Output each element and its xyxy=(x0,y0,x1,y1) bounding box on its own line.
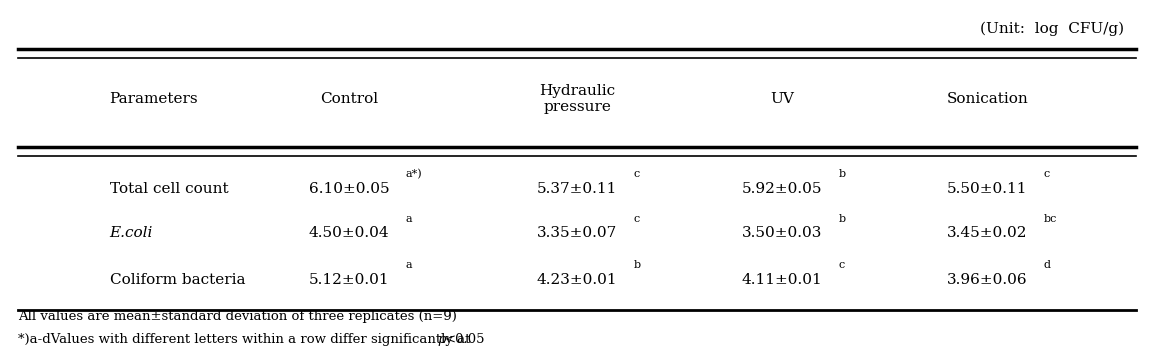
Text: 3.96±0.06: 3.96±0.06 xyxy=(947,273,1028,287)
Text: c: c xyxy=(1044,169,1050,179)
Text: Sonication: Sonication xyxy=(946,92,1028,106)
Text: 5.50±0.11: 5.50±0.11 xyxy=(947,182,1028,196)
Text: (Unit:  log  CFU/g): (Unit: log CFU/g) xyxy=(980,21,1124,36)
Text: c: c xyxy=(839,260,845,270)
Text: <0.05: <0.05 xyxy=(445,333,486,346)
Text: 4.50±0.04: 4.50±0.04 xyxy=(308,226,389,240)
Text: b: b xyxy=(634,260,640,270)
Text: 5.12±0.01: 5.12±0.01 xyxy=(308,273,389,287)
Text: b: b xyxy=(839,169,846,179)
Text: b: b xyxy=(839,214,846,224)
Text: 3.35±0.07: 3.35±0.07 xyxy=(537,226,617,240)
Text: a: a xyxy=(405,214,412,224)
Text: c: c xyxy=(634,169,639,179)
Text: UV: UV xyxy=(770,92,794,106)
Text: 5.92±0.05: 5.92±0.05 xyxy=(742,182,823,196)
Text: a*): a*) xyxy=(405,169,422,179)
Text: 5.37±0.11: 5.37±0.11 xyxy=(537,182,617,196)
Text: 6.10±0.05: 6.10±0.05 xyxy=(308,182,389,196)
Text: 4.11±0.01: 4.11±0.01 xyxy=(742,273,823,287)
Text: Hydraulic
pressure: Hydraulic pressure xyxy=(539,84,615,114)
Text: 4.23±0.01: 4.23±0.01 xyxy=(537,273,617,287)
Text: All values are mean±standard deviation of three replicates (n=9): All values are mean±standard deviation o… xyxy=(18,310,457,323)
Text: *)a-dValues with different letters within a row differ significantly at: *)a-dValues with different letters withi… xyxy=(18,333,475,346)
Text: Total cell count: Total cell count xyxy=(110,182,228,196)
Text: 3.50±0.03: 3.50±0.03 xyxy=(742,226,823,240)
Text: 3.45±0.02: 3.45±0.02 xyxy=(947,226,1028,240)
Text: E.coli: E.coli xyxy=(110,226,153,240)
Text: Parameters: Parameters xyxy=(110,92,198,106)
Text: Coliform bacteria: Coliform bacteria xyxy=(110,273,245,287)
Text: c: c xyxy=(634,214,639,224)
Text: bc: bc xyxy=(1044,214,1057,224)
Text: a: a xyxy=(405,260,412,270)
Text: p: p xyxy=(437,333,445,346)
Text: Control: Control xyxy=(320,92,379,106)
Text: d: d xyxy=(1044,260,1051,270)
